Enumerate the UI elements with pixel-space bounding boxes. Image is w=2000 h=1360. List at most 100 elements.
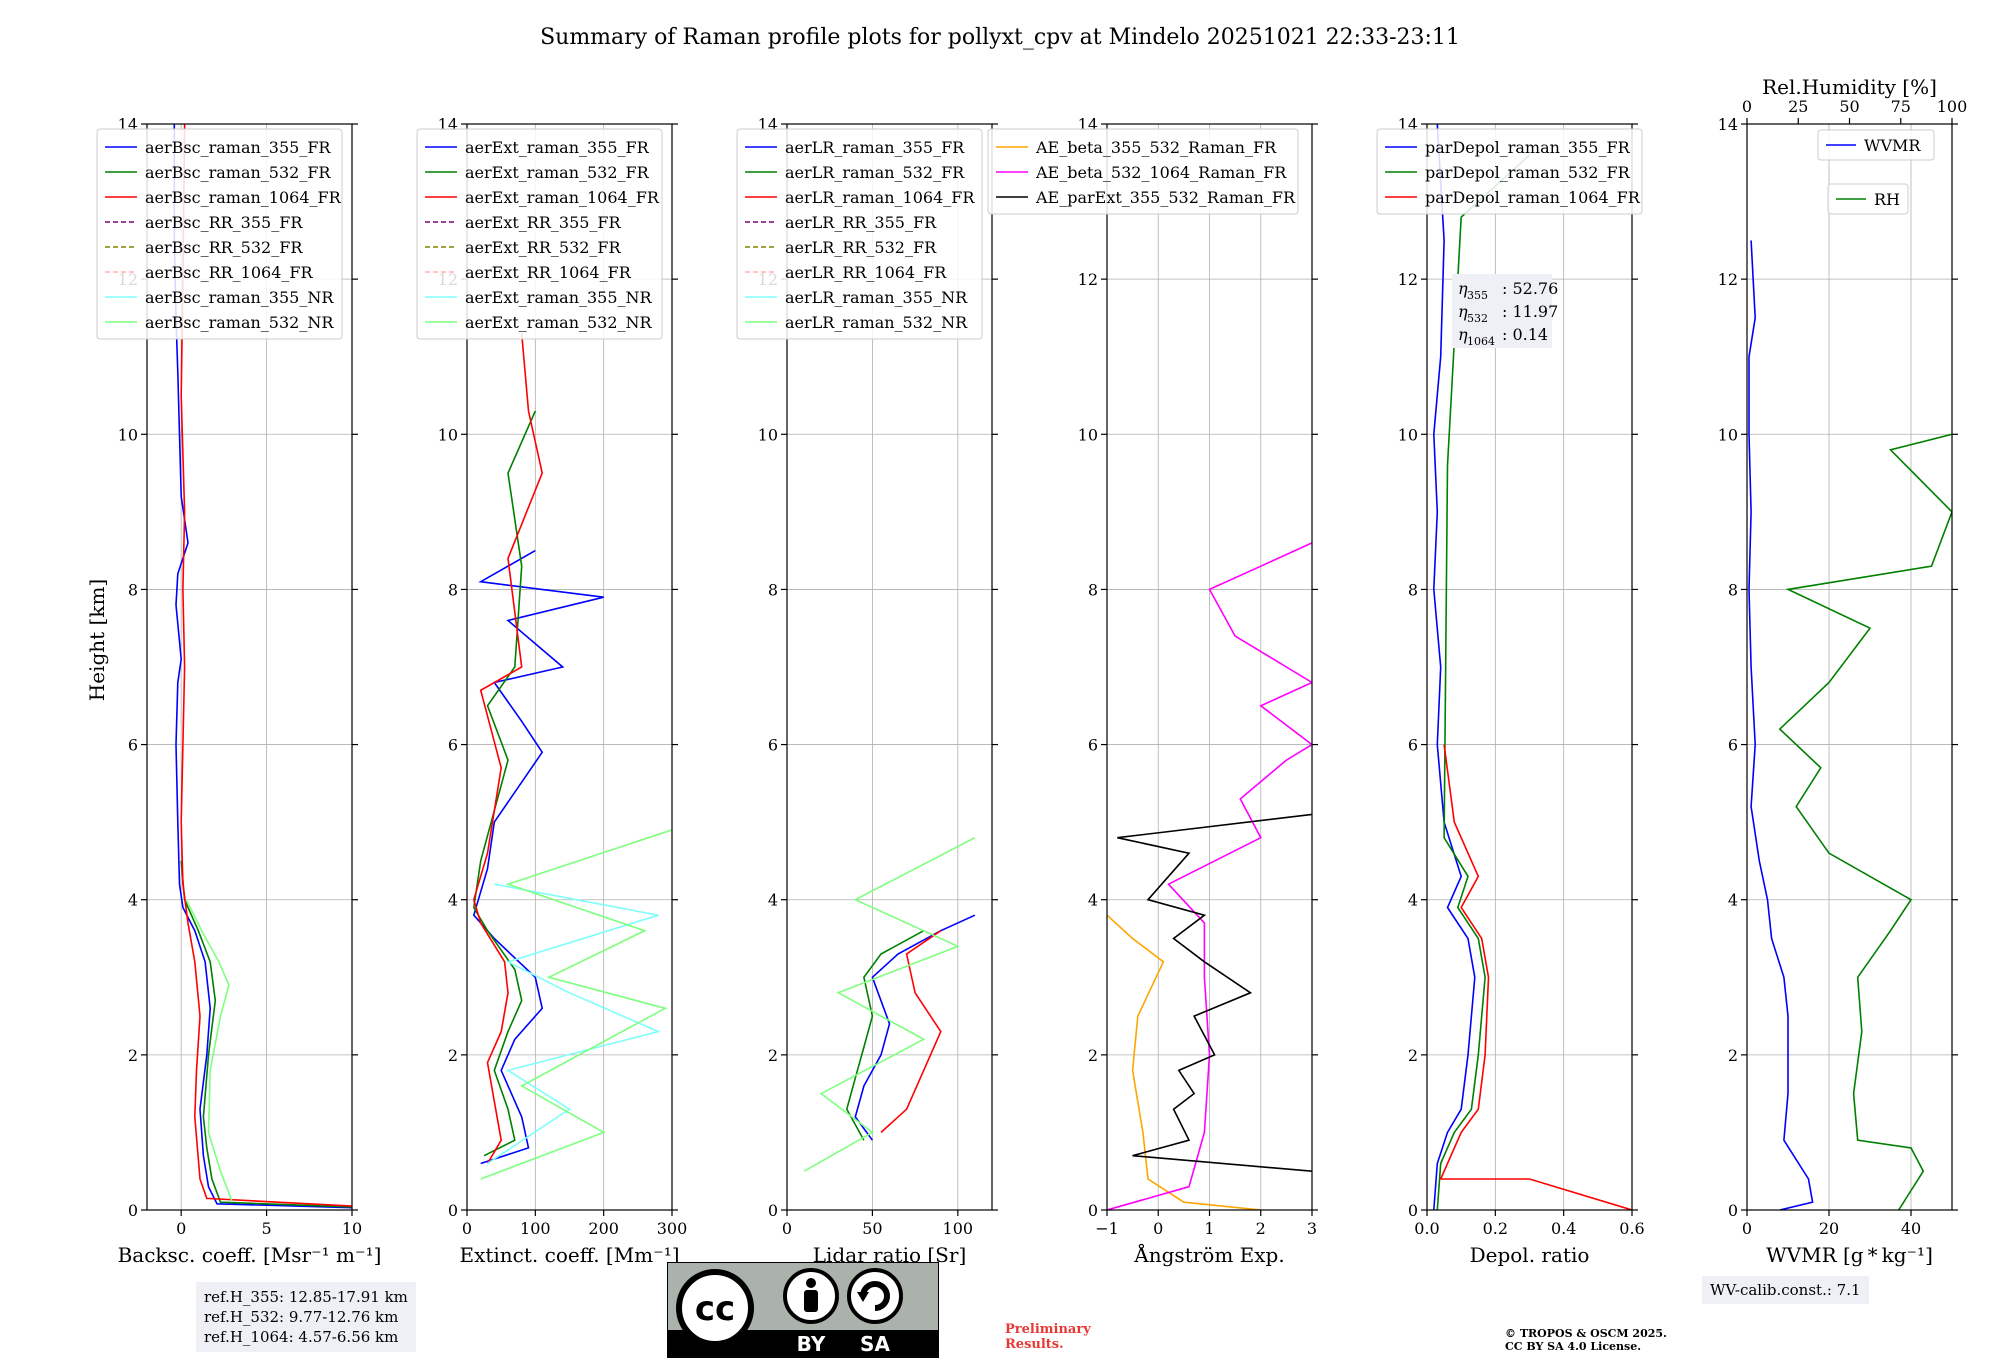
x-tick-label: 5 [261,1219,271,1238]
legend-box [1817,129,1935,161]
by-person-body-icon [804,1290,818,1312]
series-line-parDepol_raman_355_FR [1432,124,1476,1210]
y-tick-label: 0 [1408,1201,1418,1220]
ref-height-1064: ref.H_1064: 4.57-6.56 km [204,1328,399,1346]
legend-entry-label: aerLR_RR_1064_FR [785,263,947,282]
series-line-AE_beta_355_532_Raman_FR [1107,914,1261,1210]
legend-entry-label: aerBsc_RR_532_FR [145,238,303,257]
y-tick-label: 6 [1088,736,1098,755]
plot-frame [466,123,673,1211]
legend-entry-label: AE_parExt_355_532_Raman_FR [1035,188,1296,207]
x-tick-label: 0 [1153,1219,1163,1238]
plot-frame [146,123,353,1211]
sa-share-icon [847,1268,903,1324]
legend-ae: AE_beta_355_532_Raman_FR AE_beta_532_1064… [987,128,1299,215]
top-axis-label: Rel.Humidity [%] [1762,75,1937,99]
x-axis-label-wv: WVMR [g * kg⁻¹] [1766,1243,1933,1267]
y-tick-label: 10 [1718,425,1738,444]
panel-ext: 024681012140100200300Extinct. coeff. [Mm… [416,115,687,1267]
x-tick-label: 20 [1819,1219,1839,1238]
y-tick-label: 10 [758,425,778,444]
legend-entry-label: aerBsc_raman_1064_FR [145,188,342,207]
series-line-aerExt_raman_532_FR [472,410,537,1157]
eta-annotation: η 355: 52.76η 532: 11.97η 1064: 0.14 [1452,274,1558,348]
copyright-notice: © TROPOS & OSCM 2025. CC BY SA 4.0 Licen… [1505,1327,1667,1353]
preliminary-notice: Preliminary Results. [1005,1322,1091,1352]
legend-entry-label: aerLR_RR_532_FR [785,238,937,257]
x-tick-label: −1 [1095,1219,1119,1238]
y-axis-label: Height [km] [85,579,109,701]
plot-frame [1746,123,1953,1211]
preliminary-line-2: Results. [1005,1337,1064,1352]
x-tick-label: 0.0 [1414,1219,1439,1238]
series-line-AE_parExt_355_532_Raman_FR [1117,813,1312,1172]
y-tick-label: 12 [1398,270,1418,289]
top-tick-label: 50 [1839,97,1859,116]
series-line-parDepol_raman_532_FR [1436,154,1531,1210]
legend-box [1827,183,1909,215]
ref-height-532: ref.H_532: 9.77-12.76 km [204,1308,399,1326]
legend-entry-label: aerLR_raman_532_FR [785,163,965,182]
series-line-aerLR_raman_532_FR [845,929,925,1141]
y-tick-label: 2 [768,1046,778,1065]
panels-group: 024681012140510Backsc. coeff. [Msr⁻¹ m⁻¹… [96,75,1968,1267]
y-tick-label: 10 [438,425,458,444]
legend-entry-label: AE_beta_355_532_Raman_FR [1035,138,1277,157]
x-tick-label: 200 [588,1219,619,1238]
legend-entry-label: parDepol_raman_532_FR [1425,163,1631,182]
y-tick-label: 4 [1088,891,1098,910]
eta-value: : 0.14 [1502,325,1548,344]
legend-entry-label: aerBsc_raman_532_NR [145,313,334,332]
x-axis-label-ae: Ångström Exp. [1133,1242,1284,1267]
series-line-aerBsc_raman_532_FR [180,860,352,1208]
legend-entry-label: aerBsc_raman_355_FR [145,138,331,157]
series-line-aerExt_raman_355_NR [487,883,661,1165]
series-group [1432,124,1632,1210]
y-tick-label: 0 [768,1201,778,1220]
top-tick-label: 25 [1788,97,1808,116]
legend-box [1376,128,1643,215]
panel-bsc: 024681012140510Backsc. coeff. [Msr⁻¹ m⁻¹… [96,115,382,1267]
legend-wv-1: RH [1827,183,1909,215]
series-line-aerExt_raman_532_NR [480,829,672,1180]
sa-label: SA [860,1332,890,1356]
legend-ext: aerExt_raman_355_FR aerExt_raman_532_FRae… [416,128,663,340]
series-line-parDepol_raman_1064_FR [1439,744,1632,1210]
legend-entry-label: parDepol_raman_355_FR [1425,138,1631,157]
y-tick-label: 10 [1078,425,1098,444]
y-tick-label: 10 [1398,425,1418,444]
legend-entry-label: aerLR_raman_532_NR [785,313,968,332]
y-tick-label: 10 [118,425,138,444]
legend-entry-label: aerExt_raman_532_FR [465,163,650,182]
x-tick-label: 100 [520,1219,551,1238]
legend-entry-label: aerExt_raman_532_NR [465,313,653,332]
x-tick-label: 1 [1204,1219,1214,1238]
y-tick-label: 6 [128,736,138,755]
y-tick-label: 8 [1728,580,1738,599]
series-line-aerLR_raman_532_NR [803,836,976,1172]
ref-height-355: ref.H_355: 12.85-17.91 km [204,1288,408,1306]
legend-entry-label: aerBsc_raman_532_FR [145,163,331,182]
y-tick-label: 6 [1408,736,1418,755]
preliminary-line-1: Preliminary [1005,1322,1091,1337]
legend-entry-label: aerLR_raman_355_FR [785,138,965,157]
legend-entry-label: aerBsc_RR_355_FR [145,213,303,232]
x-tick-label: 50 [862,1219,882,1238]
eta-value: : 52.76 [1502,279,1558,298]
y-tick-label: 2 [1088,1046,1098,1065]
y-tick-label: 6 [768,736,778,755]
legend-entry-label: RH [1874,190,1900,209]
legend-wv-0: WVMR [1817,129,1935,161]
plot-frame [1426,123,1633,1211]
cc-logo-icon [676,1269,754,1347]
top-tick-label: 100 [1937,97,1968,116]
legend-entry-label: aerLR_raman_355_NR [785,288,968,307]
x-axis-label-bsc: Backsc. coeff. [Msr⁻¹ m⁻¹] [118,1243,382,1267]
series-group [803,836,976,1172]
top-tick-label: 75 [1891,97,1911,116]
series-line-aerBsc_raman_355_FR [173,124,352,1209]
eta-subscript: 532 [1467,312,1488,325]
